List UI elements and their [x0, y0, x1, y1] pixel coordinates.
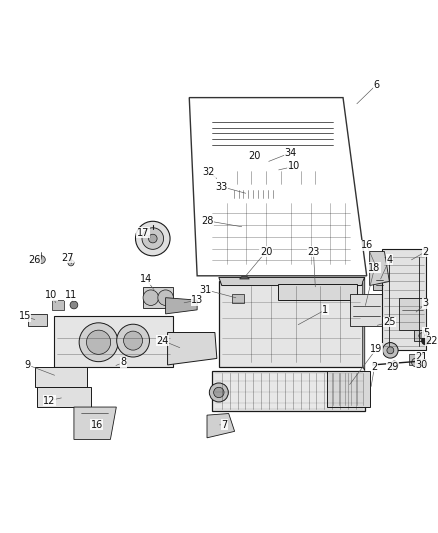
- Polygon shape: [219, 281, 363, 367]
- Text: 20: 20: [248, 151, 261, 161]
- Polygon shape: [189, 98, 367, 276]
- Polygon shape: [370, 252, 389, 286]
- Text: 27: 27: [61, 253, 73, 263]
- Polygon shape: [207, 116, 335, 148]
- Text: 34: 34: [285, 148, 297, 158]
- Polygon shape: [166, 298, 197, 314]
- Circle shape: [421, 336, 430, 345]
- Circle shape: [142, 228, 163, 249]
- Polygon shape: [212, 370, 365, 411]
- Circle shape: [158, 290, 173, 305]
- Text: 18: 18: [368, 263, 381, 273]
- Circle shape: [382, 343, 398, 358]
- Circle shape: [38, 256, 45, 263]
- Text: 28: 28: [201, 216, 213, 226]
- Circle shape: [237, 220, 252, 235]
- Polygon shape: [74, 407, 117, 439]
- Polygon shape: [54, 316, 173, 367]
- Polygon shape: [232, 294, 244, 303]
- Polygon shape: [399, 298, 426, 330]
- Polygon shape: [28, 314, 47, 326]
- Circle shape: [117, 324, 149, 357]
- Circle shape: [412, 358, 420, 367]
- Text: 25: 25: [383, 317, 396, 327]
- Polygon shape: [207, 414, 235, 438]
- Text: 13: 13: [191, 295, 203, 305]
- Polygon shape: [212, 176, 225, 186]
- Circle shape: [135, 221, 170, 256]
- Text: 30: 30: [416, 360, 428, 370]
- Polygon shape: [197, 106, 343, 116]
- Polygon shape: [143, 287, 173, 308]
- Text: 29: 29: [386, 361, 399, 372]
- Text: 23: 23: [307, 247, 320, 256]
- Circle shape: [214, 387, 224, 398]
- Text: 20: 20: [260, 247, 272, 256]
- Circle shape: [209, 383, 228, 402]
- Text: 19: 19: [371, 344, 383, 354]
- Polygon shape: [258, 163, 276, 171]
- Text: 8: 8: [120, 358, 126, 367]
- Polygon shape: [207, 200, 355, 265]
- Text: 33: 33: [215, 182, 228, 192]
- Text: 32: 32: [203, 167, 215, 177]
- Polygon shape: [38, 387, 91, 407]
- Polygon shape: [219, 278, 365, 286]
- Polygon shape: [229, 190, 276, 198]
- Polygon shape: [222, 168, 325, 187]
- Text: 5: 5: [423, 327, 429, 337]
- Circle shape: [143, 290, 159, 305]
- Circle shape: [241, 224, 248, 231]
- Circle shape: [79, 323, 118, 362]
- Text: 16: 16: [360, 240, 373, 250]
- Polygon shape: [382, 249, 426, 350]
- Text: 22: 22: [425, 336, 438, 345]
- Text: 31: 31: [199, 285, 211, 295]
- Text: 9: 9: [25, 360, 31, 370]
- Text: 2: 2: [423, 247, 429, 256]
- Text: 26: 26: [28, 255, 41, 264]
- Polygon shape: [327, 370, 370, 407]
- Text: 10: 10: [45, 290, 57, 300]
- Circle shape: [240, 220, 256, 235]
- Circle shape: [419, 333, 425, 339]
- Text: 16: 16: [91, 420, 103, 430]
- Circle shape: [245, 224, 252, 231]
- Polygon shape: [373, 276, 386, 289]
- Text: 4: 4: [386, 255, 392, 264]
- Polygon shape: [409, 354, 424, 365]
- Text: 14: 14: [140, 274, 152, 284]
- Text: 10: 10: [288, 161, 300, 172]
- Text: 11: 11: [65, 290, 77, 300]
- Circle shape: [387, 347, 394, 354]
- Circle shape: [86, 330, 111, 354]
- Polygon shape: [333, 111, 340, 148]
- Circle shape: [68, 260, 74, 266]
- Text: 7: 7: [222, 420, 228, 430]
- Polygon shape: [35, 367, 87, 387]
- Circle shape: [390, 361, 398, 369]
- Text: 1: 1: [322, 305, 328, 315]
- Text: 2: 2: [371, 361, 378, 372]
- Polygon shape: [251, 156, 264, 164]
- Polygon shape: [278, 284, 357, 300]
- Text: 12: 12: [43, 395, 56, 406]
- Polygon shape: [168, 333, 217, 365]
- Text: 6: 6: [374, 79, 380, 90]
- FancyBboxPatch shape: [414, 330, 423, 341]
- Text: 15: 15: [18, 311, 31, 321]
- Text: 3: 3: [423, 298, 429, 309]
- Text: 21: 21: [416, 352, 428, 362]
- Polygon shape: [363, 278, 365, 370]
- Circle shape: [124, 331, 143, 350]
- Text: 17: 17: [137, 228, 149, 238]
- Text: 24: 24: [156, 336, 169, 345]
- Polygon shape: [350, 294, 382, 326]
- Circle shape: [70, 301, 78, 309]
- Polygon shape: [240, 273, 249, 279]
- Circle shape: [148, 234, 157, 243]
- Polygon shape: [52, 300, 64, 310]
